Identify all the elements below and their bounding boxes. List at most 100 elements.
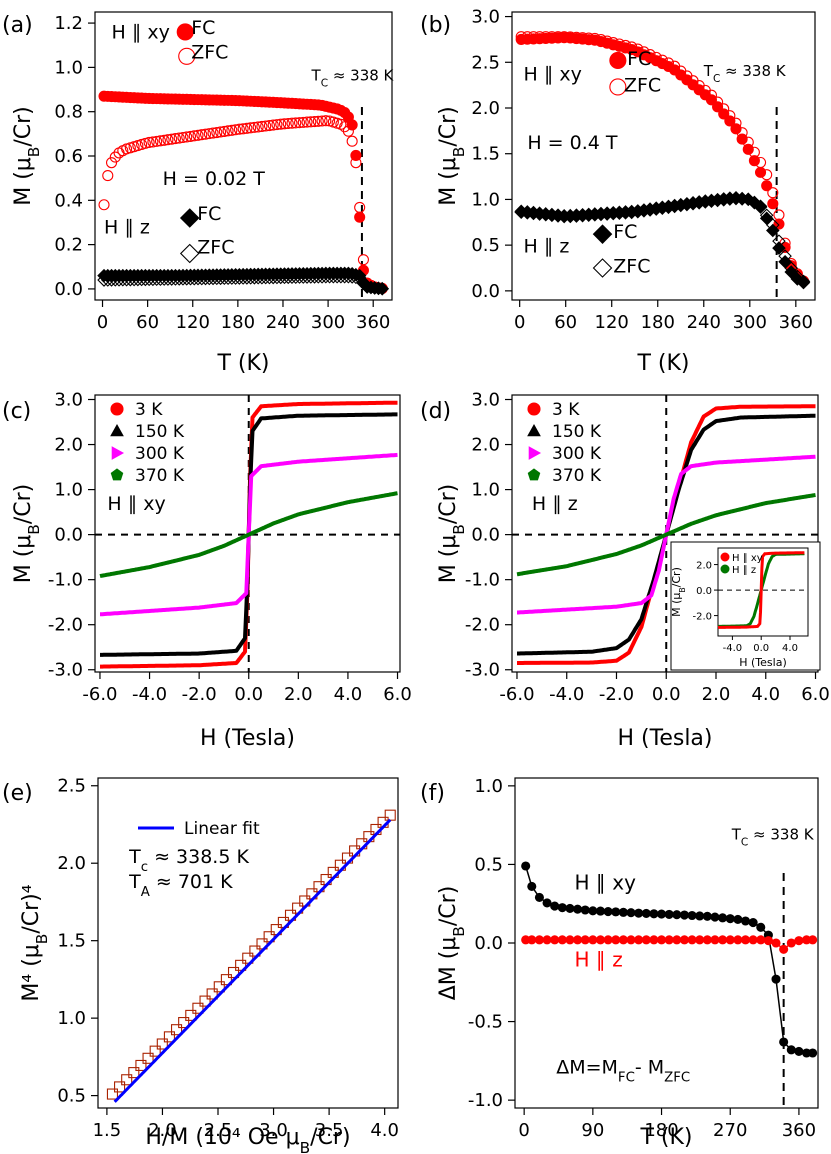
y-axis-label: ΔM (μB/Cr) [436, 886, 468, 1001]
data-point [759, 211, 774, 226]
legend-label: 150 K [552, 422, 602, 442]
data-point [603, 907, 613, 917]
data-point [135, 1059, 147, 1072]
x-tick-label: 60 [136, 312, 159, 333]
data-point [354, 201, 366, 213]
legend-marker [178, 47, 196, 65]
series-linear-fit [113, 818, 392, 1103]
y-tick-label: -3.0 [48, 660, 83, 681]
x-tick-label: -2.0 [599, 684, 634, 705]
data-point [282, 117, 294, 130]
data-point [786, 1045, 796, 1055]
y-tick-label: 2.5 [57, 776, 86, 797]
data-point [199, 128, 212, 140]
data-point [542, 935, 552, 945]
data-point [151, 135, 163, 147]
plot-area [97, 90, 390, 300]
data-point [230, 124, 242, 136]
annotation: FC [197, 203, 221, 225]
data-point [766, 223, 780, 238]
inset: -4.0 0.0 4.0 -2.0 0.0 2.0 H (Tesla) M (μB/Cr) H … [670, 541, 821, 671]
data-point [252, 121, 264, 133]
x-tick-label: 0 [518, 1120, 529, 1141]
data-point [305, 116, 317, 128]
x-tick-label: 1.5 [93, 1120, 122, 1141]
y-tick-label: -1.0 [48, 570, 83, 591]
data-point [730, 123, 742, 135]
data-point [773, 209, 785, 221]
y-tick-label: 0.0 [474, 933, 503, 954]
annotation: TC ≈ 338 K [703, 62, 787, 85]
data-point [710, 912, 720, 922]
data-point [595, 935, 606, 945]
annotation: ΔM=MFC- MZFC [556, 1056, 690, 1085]
inset-y-tick-label: 0.0 [696, 586, 712, 597]
y-tick-label: 0.2 [54, 235, 83, 256]
data-point [235, 959, 247, 971]
data-point [98, 199, 110, 211]
data-point [263, 119, 275, 132]
data-point [143, 136, 155, 149]
y-tick-label: -1.0 [465, 570, 500, 591]
y-axis-label: M⁴ (μB/Cr)⁴ [19, 884, 51, 1001]
data-point [573, 904, 583, 914]
data-point [718, 935, 728, 945]
data-point [808, 1048, 818, 1058]
data-point [316, 115, 328, 127]
legend-marker [592, 258, 613, 278]
panel-c: -6.0 -4.0 -2.0 0.0 2.0 4.0 6.0 -3.0 -2.0 -1.0 0.0 1… [2, 390, 412, 751]
annotation: H ∥ z [532, 493, 578, 515]
series-h-z [521, 935, 818, 954]
data-point [740, 935, 751, 945]
x-tick-label: 2.0 [148, 1120, 177, 1141]
annotation: TC ≈ 338 K [311, 67, 395, 90]
annotation: H ∥ z [575, 948, 623, 972]
y-tick-label: 1.2 [54, 13, 83, 34]
annotation: H = 0.02 T [163, 168, 266, 190]
y-tick-label: 1.5 [471, 144, 500, 165]
x-tick-label: 90 [581, 1120, 604, 1141]
x-tick-label: 4.0 [370, 1120, 399, 1141]
series-zfc-h-z- [97, 269, 390, 296]
legend-marker [110, 468, 124, 481]
data-point [705, 94, 717, 106]
inset-legend-marker [720, 564, 730, 574]
data-point [105, 157, 118, 169]
x-tick-label: 240 [266, 312, 300, 333]
x-tick-label: -4.0 [549, 684, 584, 705]
data-point [603, 935, 613, 945]
y-tick-label: 1.0 [54, 57, 83, 78]
data-point [213, 981, 225, 993]
data-point [147, 136, 159, 148]
data-point [808, 935, 818, 945]
data-point [181, 131, 193, 143]
plot-frame [94, 394, 401, 673]
inset-y-label: M (μB/Cr) [670, 567, 687, 617]
data-point [375, 281, 390, 296]
legend-marker [528, 446, 542, 460]
annotation: ZFC [624, 75, 661, 97]
data-point [588, 935, 598, 945]
data-point [237, 123, 249, 135]
series-zfc-h-xy- [98, 115, 388, 295]
annotation: TA ≈ 701 K [128, 871, 233, 900]
inset-legend-label: H ∥ xy [732, 553, 763, 564]
annotation: H = 0.4 T [527, 132, 618, 154]
data-point [725, 914, 735, 924]
data-point [218, 125, 230, 137]
annotation: H ∥ z [104, 217, 150, 239]
data-point [724, 115, 736, 127]
data-point [286, 117, 298, 129]
legend-label: 300 K [552, 444, 602, 464]
data-point [349, 270, 363, 285]
data-point [784, 265, 798, 279]
annotation: FC [613, 221, 637, 243]
y-tick-label: 1.0 [471, 189, 500, 210]
data-point [725, 935, 735, 945]
data-point [672, 935, 682, 945]
panel-f: 0 90 180 270 360 -1.0 -0.5 0.0 0.5 1.0 (f) T (K) ΔM … [420, 776, 819, 1150]
legend-label: 3 K [135, 400, 163, 420]
series-fc-h-xy- [98, 90, 388, 295]
data-point [384, 809, 396, 821]
data-point [767, 198, 779, 210]
